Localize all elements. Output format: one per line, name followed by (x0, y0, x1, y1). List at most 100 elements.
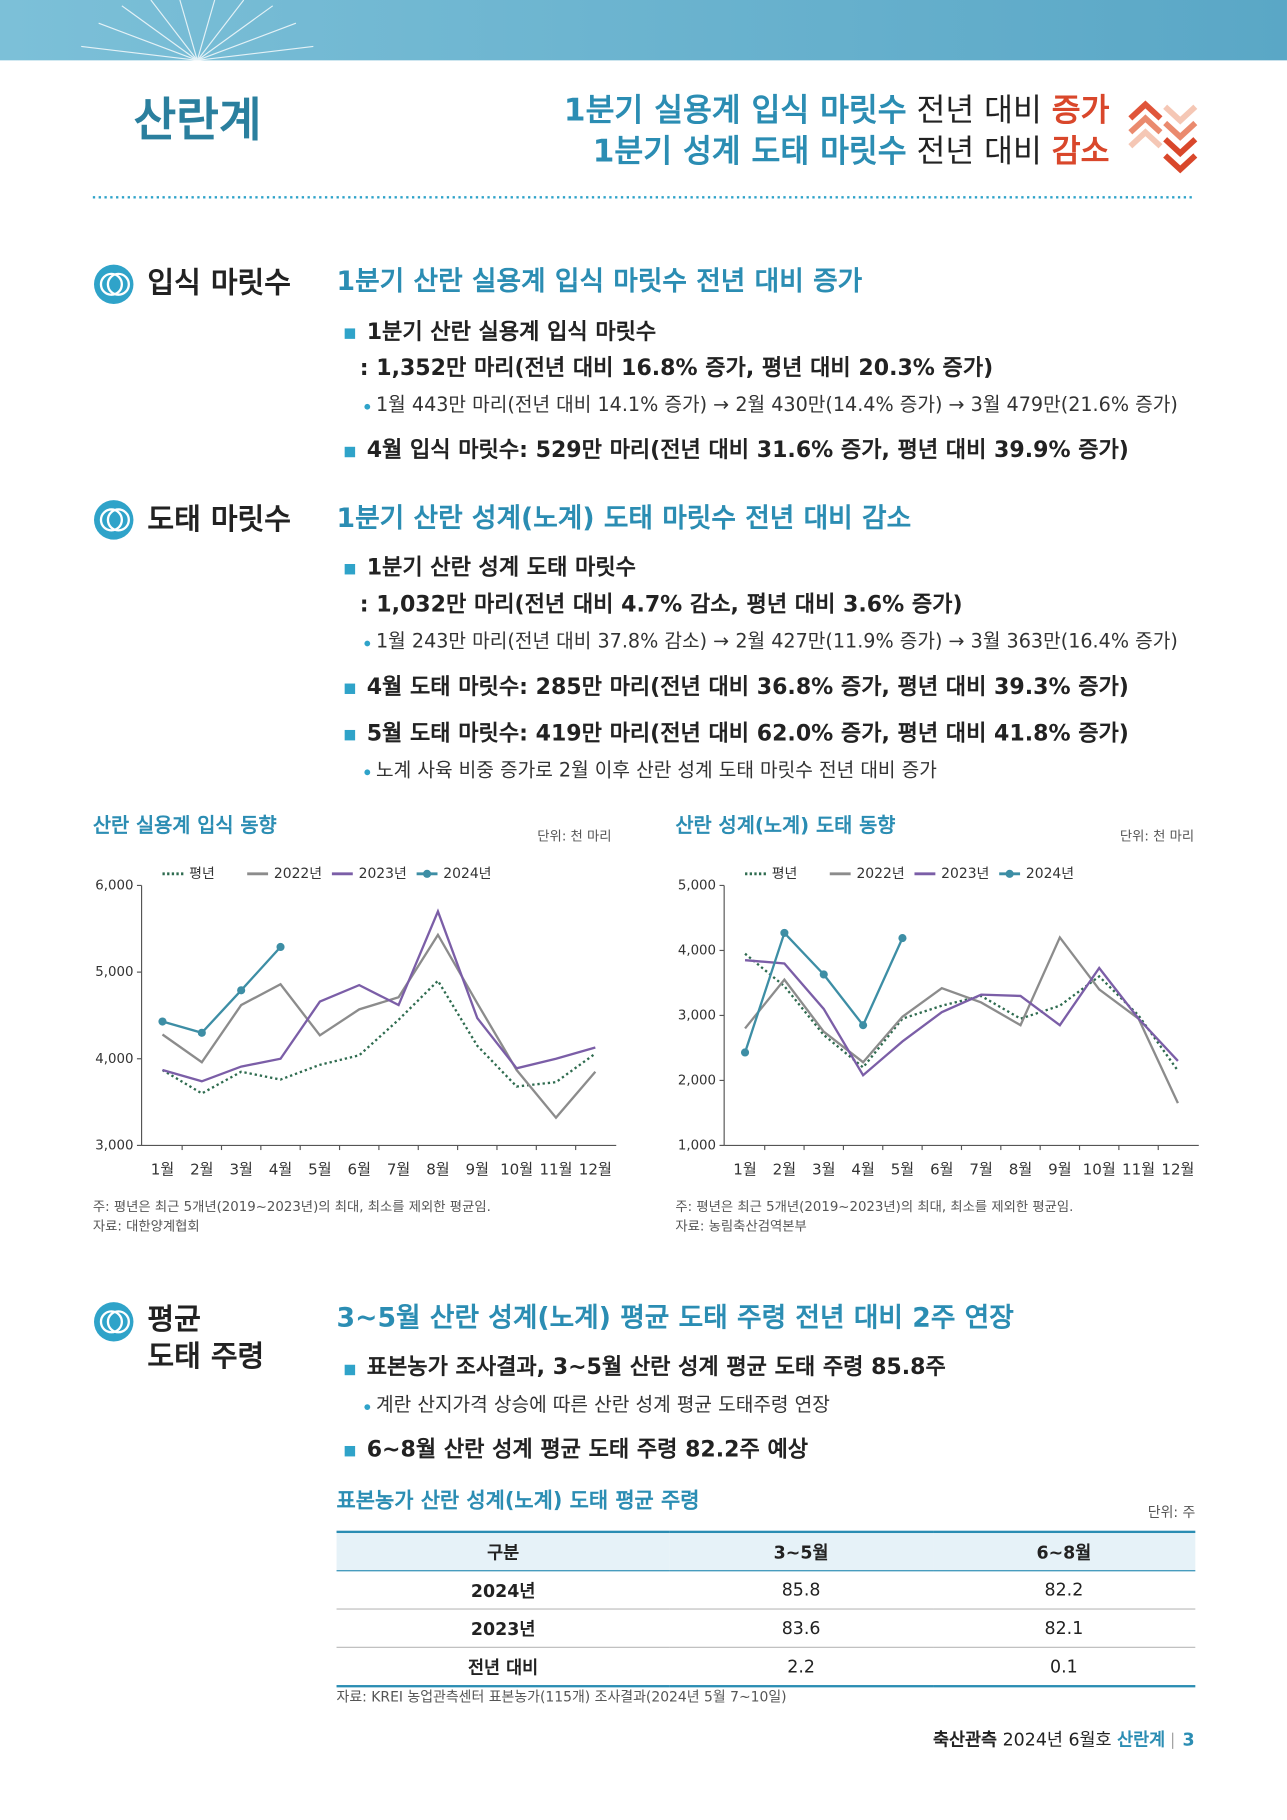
table-header: 구분 3~5월 6~8월 (336, 1530, 1196, 1572)
x-tick-label: 5월 (308, 1160, 331, 1178)
chart-unit: 단위: 천 마리 (537, 829, 611, 845)
sub-bullet (364, 769, 371, 776)
cell: 82.2 (932, 1570, 1196, 1610)
data-point (898, 934, 907, 943)
x-tick-label: 12월 (579, 1160, 612, 1178)
x-tick-label: 12월 (1161, 1160, 1194, 1178)
bullet (344, 1364, 356, 1376)
y-tick-label: 6,000 (95, 878, 133, 893)
bullet (344, 446, 356, 458)
page-title: 산란계 (133, 94, 262, 148)
chart-title: 산란 성계(노계) 도태 동향 (675, 814, 895, 837)
y-tick-label: 4,000 (678, 943, 716, 958)
y-tick-label: 5,000 (95, 965, 133, 980)
y-tick-label: 2,000 (678, 1073, 716, 1088)
chart-source: 자료: 농림축산검역본부 (675, 1219, 806, 1235)
legend-label: 2024년 (443, 866, 491, 882)
x-tick-label: 4월 (269, 1160, 292, 1178)
x-tick-label: 8월 (1009, 1160, 1032, 1178)
sub-bullet-text: 계란 산지가격 상승에 따른 산란 성계 평균 도태주령 연장 (376, 1393, 830, 1416)
data-point (237, 986, 246, 995)
sub-bullet-text: 노계 사육 비중 증가로 2월 이후 산란 성계 도태 마릿수 전년 대비 증가 (376, 758, 937, 782)
legend-label: 2022년 (856, 866, 904, 882)
section-label: 평균 (147, 1302, 201, 1336)
cell: 2024년 (336, 1570, 670, 1610)
headline-part: 전년 대비 (906, 133, 1052, 170)
x-tick-label: 2월 (773, 1160, 796, 1178)
headline: 1분기 성계 도태 마릿수 전년 대비 감소 (593, 133, 1110, 171)
section-heading: 1분기 산란 실용계 입식 마릿수 전년 대비 증가 (336, 266, 863, 298)
series-line (162, 946, 282, 1035)
x-tick-label: 9월 (1048, 1160, 1071, 1178)
x-tick-label: 11월 (539, 1160, 572, 1178)
sub-bullet (364, 640, 371, 647)
x-tick-label: 10월 (500, 1160, 533, 1178)
legend-label: 2023년 (359, 866, 407, 882)
y-tick-label: 3,000 (678, 1008, 716, 1023)
x-tick-label: 7월 (969, 1160, 992, 1178)
series-line (744, 959, 1179, 1078)
series-line (744, 952, 1179, 1072)
bullet-text: 1분기 산란 실용계 입식 마릿수 (366, 319, 657, 345)
bullet-text: 4월 도태 마릿수: 285만 마리(전년 대비 36.8% 증가, 평년 대비… (366, 674, 1129, 700)
column-header: 6~8월 (932, 1530, 1196, 1572)
y-tick-label: 5,000 (678, 878, 716, 893)
chart-note: 주: 평년은 최근 5개년(2019~2023년)의 최대, 최소를 제외한 평… (675, 1199, 1073, 1215)
x-tick-label: 6월 (347, 1160, 370, 1178)
table-row: 2023년 83.6 82.1 (336, 1609, 1196, 1648)
y-tick-label: 3,000 (95, 1138, 133, 1153)
chart-source: 자료: 대한양계협회 (93, 1219, 200, 1235)
x-tick-label: 3월 (812, 1160, 835, 1178)
column-header: 3~5월 (669, 1530, 933, 1572)
bullet-text: : 1,032만 마리(전년 대비 4.7% 감소, 평년 대비 3.6% 증가… (359, 591, 963, 618)
x-tick-label: 5월 (891, 1160, 914, 1178)
bullet-text: 5월 도태 마릿수: 419만 마리(전년 대비 62.0% 증가, 평년 대비… (366, 720, 1129, 747)
cell: 0.1 (932, 1647, 1196, 1688)
chart-title: 산란 실용계 입식 동향 (93, 814, 277, 837)
footer-separator (1172, 1732, 1174, 1749)
headline-part: 증가 (1051, 92, 1110, 129)
legend-label: 2022년 (274, 866, 322, 882)
y-tick-label: 1,000 (678, 1138, 716, 1153)
bullet-text: 1분기 산란 성계 도태 마릿수 (366, 554, 636, 581)
legend-marker (1005, 869, 1014, 878)
sub-bullet-text: 1월 443만 마리(전년 대비 14.1% 증가) → 2월 430만(14.… (376, 393, 1178, 416)
x-tick-label: 6월 (930, 1160, 953, 1178)
legend-label: 평년 (772, 866, 798, 882)
x-tick-label: 1월 (151, 1160, 174, 1178)
data-point (819, 970, 828, 979)
headline-part: 전년 대비 (906, 92, 1052, 129)
chart-unit: 단위: 천 마리 (1120, 829, 1194, 845)
section-label: 도태 주령 (147, 1339, 265, 1373)
bullet (344, 328, 356, 339)
series-line (743, 930, 904, 1053)
data-point (276, 942, 285, 952)
cell: 85.8 (669, 1570, 933, 1610)
sub-bullet-text: 1월 243만 마리(전년 대비 37.8% 감소) → 2월 427만(11.… (376, 630, 1178, 653)
table-title: 표본농가 산란 성계(노계) 도태 평균 주령 (336, 1488, 700, 1514)
data-point (158, 1017, 167, 1026)
headline-part: 1분기 실용계 입식 마릿수 (563, 92, 907, 129)
legend-label: 평년 (189, 866, 215, 882)
series-line (161, 932, 597, 1120)
data-point (859, 1021, 868, 1030)
table-row: 2024년 85.8 82.2 (336, 1570, 1196, 1610)
page-number: 3 (1182, 1729, 1195, 1751)
sub-bullet (364, 1404, 371, 1411)
y-tick-label: 4,000 (95, 1052, 133, 1067)
x-tick-label: 8월 (426, 1160, 449, 1178)
legend-label: 2023년 (941, 866, 989, 882)
cell: 전년 대비 (336, 1647, 670, 1688)
bullet (344, 683, 356, 694)
section-label: 도태 마릿수 (147, 502, 291, 537)
footer: 축산관측 2024년 6월호 산란계 (933, 1729, 1165, 1750)
section-icon (94, 500, 134, 540)
data-table: 구분 3~5월 6~8월 2024년 85.8 82.2 2023년 83.6 82.1… (336, 1530, 1196, 1688)
bullet-text: 4월 입식 마릿수: 529만 마리(전년 대비 31.6% 증가, 평년 대비… (366, 437, 1129, 464)
table-unit: 단위: 주 (1147, 1504, 1196, 1521)
legend-label: 2024년 (1026, 866, 1074, 882)
bullet-text: 6~8월 산란 성계 평균 도태 주령 82.2주 예상 (366, 1436, 809, 1463)
